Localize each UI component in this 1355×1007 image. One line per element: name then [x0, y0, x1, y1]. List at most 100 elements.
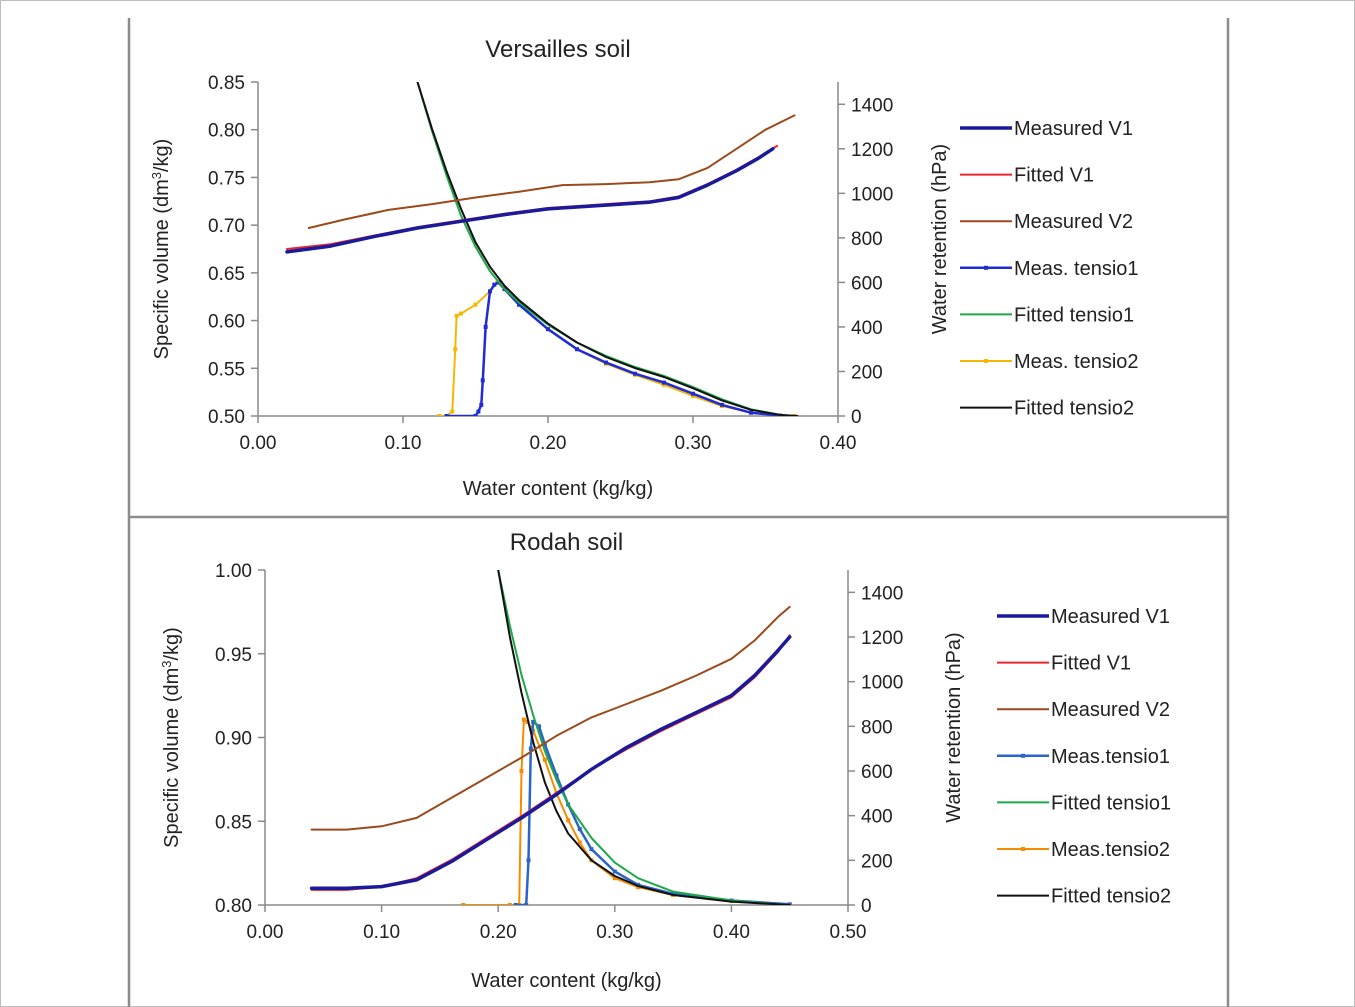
y-left-tick-label: 1.00 [215, 561, 252, 582]
legend-marker [1021, 847, 1025, 851]
y-left-tick-label: 0.75 [208, 168, 245, 189]
series-point-meas-tensio1 [480, 378, 485, 383]
y-right-tick-label: 1200 [861, 628, 903, 649]
chart-title: Versailles soil [485, 36, 630, 63]
series-line-measured-v2 [307, 114, 796, 229]
series-point-meas-tensio2 [612, 876, 617, 881]
x-tick-label: 0.30 [596, 922, 633, 943]
series-point-meas-tensio2 [636, 885, 641, 890]
series-point-meas-tensio2 [521, 717, 526, 722]
y-left-tick-label: 0.80 [215, 896, 252, 917]
y-axis-right-label: Water retention (hPa) [943, 632, 965, 822]
chart-title: Rodah soil [510, 529, 623, 556]
legend-marker [984, 359, 988, 363]
y-axis-left-label: Specific volume (dm3/kg) [159, 627, 183, 848]
series-point-meas-tensio1 [633, 371, 637, 376]
legend-label: Measured V1 [1051, 606, 1170, 628]
y-right-tick-label: 400 [851, 318, 883, 339]
series-point-meas-tensio1 [691, 391, 695, 396]
series-point-meas-tensio2 [473, 302, 478, 307]
y-left-tick-label: 0.70 [208, 216, 245, 237]
series-line-fitted-tensio2 [497, 570, 791, 905]
y-right-tick-label: 800 [861, 717, 893, 738]
series-point-meas-tensio1 [720, 402, 724, 407]
series-point-meas-tensio2 [542, 757, 547, 762]
legend-marker [1021, 753, 1025, 758]
y-right-tick-label: 1400 [861, 583, 903, 604]
series-point-meas-tensio2 [519, 769, 524, 773]
legend-label: Measured V2 [1014, 211, 1133, 233]
series-point-meas-tensio2 [461, 903, 466, 905]
series-line-measured-v1 [309, 635, 792, 891]
y-right-tick-label: 1000 [861, 673, 903, 694]
y-right-tick-label: 1200 [851, 140, 893, 161]
series-point-meas-tensio2 [507, 903, 512, 905]
y-right-tick-label: 0 [861, 896, 872, 917]
series-point-meas-tensio1 [604, 360, 608, 365]
series-point-meas-tensio1 [671, 891, 676, 896]
plot-area [309, 570, 792, 905]
series-line-fitted-tensio2 [416, 82, 799, 416]
legend-label: Meas. tensio1 [1014, 258, 1139, 280]
y-left-tick-label: 0.85 [215, 812, 252, 833]
y-left-tick-label: 0.55 [208, 359, 245, 380]
series-point-meas-tensio2 [454, 313, 459, 318]
series-point-meas-tensio2 [525, 719, 530, 724]
x-tick-label: 0.00 [240, 433, 277, 454]
series-point-meas-tensio2 [453, 347, 458, 352]
series-point-meas-tensio1 [749, 410, 753, 415]
series-point-meas-tensio2 [662, 382, 666, 387]
series-point-meas-tensio1 [517, 302, 521, 307]
legend-label: Fitted tensio2 [1014, 398, 1134, 420]
legend-label: Measured V1 [1014, 118, 1133, 140]
x-tick-label: 0.10 [385, 433, 422, 454]
series-point-meas-tensio2 [450, 409, 455, 414]
series-point-meas-tensio2 [566, 818, 571, 823]
legend-label: Fitted tensio2 [1051, 886, 1171, 908]
series-line-measured-v1 [285, 147, 775, 254]
y-right-tick-label: 600 [851, 273, 883, 294]
series-point-meas-tensio1 [612, 869, 617, 874]
x-axis-label: Water content (kg/kg) [463, 478, 653, 500]
x-tick-label: 0.20 [530, 433, 567, 454]
series-point-meas-tensio2 [691, 393, 695, 398]
rodah-chart: Rodah soil 0.00 0.10 0.20 0.30 0.40 0.50 0.80 0.… [159, 529, 1171, 992]
y-right-tick-label: 200 [861, 851, 893, 872]
legend-label: Fitted tensio1 [1051, 792, 1171, 814]
y-axis-left-label-part: /kg) [151, 139, 173, 172]
x-tick-label: 0.30 [675, 433, 712, 454]
series-point-meas-tensio2 [459, 311, 463, 316]
y-left-tick-label: 0.60 [208, 312, 245, 333]
legend-label: Fitted V1 [1014, 165, 1094, 187]
x-tick-label: 0.40 [713, 922, 750, 943]
plot-area [285, 82, 799, 416]
y-left-tick-label: 0.50 [208, 407, 245, 428]
x-tick-label: 0.10 [363, 922, 400, 943]
x-tick-label: 0.00 [247, 922, 284, 943]
y-axis-left-label-part: /kg) [161, 627, 183, 660]
series-point-meas-tensio1 [662, 380, 666, 385]
series-point-meas-tensio1 [589, 847, 594, 852]
series-point-meas-tensio1 [575, 347, 579, 352]
series-point-meas-tensio1 [554, 773, 559, 778]
y-right-tick-label: 0 [851, 407, 862, 428]
legend-label: Meas.tensio1 [1051, 746, 1170, 768]
series-point-meas-tensio1 [476, 409, 481, 414]
series-point-meas-tensio1 [577, 827, 582, 832]
series-point-meas-tensio1 [473, 414, 478, 416]
series-point-meas-tensio1 [546, 327, 550, 332]
y-left-tick-label: 0.95 [215, 645, 252, 666]
y-right-tick-label: 600 [861, 762, 893, 783]
x-tick-label: 0.40 [820, 433, 857, 454]
legend-label: Fitted tensio1 [1014, 304, 1134, 326]
legend-marker [984, 265, 988, 270]
y-right-tick-label: 1400 [851, 95, 893, 116]
legend-label: Meas. tensio2 [1014, 351, 1139, 373]
legend-label: Measured V2 [1051, 699, 1170, 721]
series-point-meas-tensio1 [524, 903, 529, 905]
y-axis-left-label-sup: 3 [149, 172, 164, 179]
y-axis-left-label-part: Specific volume (dm [161, 668, 183, 848]
legend-label: Meas.tensio2 [1051, 839, 1170, 861]
